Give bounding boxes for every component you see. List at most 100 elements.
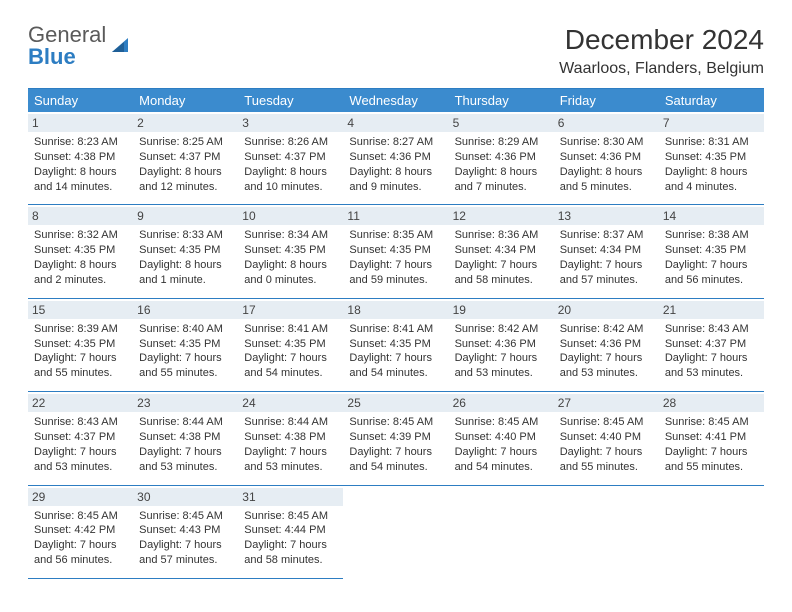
day-cell: 5Sunrise: 8:29 AMSunset: 4:36 PMDaylight… [449, 112, 554, 205]
day-header: Monday [133, 89, 238, 112]
day-number: 21 [659, 301, 764, 319]
day-number: 18 [343, 301, 448, 319]
day-number: 15 [28, 301, 133, 319]
brand-line1: General [28, 24, 106, 46]
daylight-line: Daylight: 7 hours and 54 minutes. [349, 445, 442, 475]
sunset-line: Sunset: 4:38 PM [139, 430, 232, 445]
daylight-line: Daylight: 8 hours and 0 minutes. [244, 258, 337, 288]
day-cell: 18 Sunrise: 8:41 AMSunset: 4:35 PMDayligh… [343, 299, 448, 392]
day-number: 12 [449, 207, 554, 225]
day-number: 8 [28, 207, 133, 225]
sunrise-line: Sunrise: 8:32 AM [34, 228, 127, 243]
day-number: 13 [554, 207, 659, 225]
sunset-line: Sunset: 4:35 PM [349, 337, 442, 352]
day-number: 22 [28, 394, 133, 412]
day-number: 23 [133, 394, 238, 412]
sunset-line: Sunset: 4:34 PM [455, 243, 548, 258]
daylight-line: Daylight: 7 hours and 55 minutes. [665, 445, 758, 475]
sunset-line: Sunset: 4:35 PM [349, 243, 442, 258]
sunrise-line: Sunrise: 8:42 AM [560, 322, 653, 337]
sunrise-line: Sunrise: 8:33 AM [139, 228, 232, 243]
day-cell [554, 486, 659, 579]
day-cell: 25Sunrise: 8:45 AMSunset: 4:39 PMDayligh… [343, 392, 448, 485]
day-cell: 24Sunrise: 8:44 AMSunset: 4:38 PMDayligh… [238, 392, 343, 485]
sunset-line: Sunset: 4:36 PM [455, 337, 548, 352]
sunrise-line: Sunrise: 8:45 AM [665, 415, 758, 430]
sunset-line: Sunset: 4:36 PM [455, 150, 548, 165]
sunset-line: Sunset: 4:35 PM [665, 243, 758, 258]
sunset-line: Sunset: 4:40 PM [560, 430, 653, 445]
daylight-line: Daylight: 7 hours and 53 minutes. [139, 445, 232, 475]
day-cell: 15Sunrise: 8:39 AMSunset: 4:35 PMDayligh… [28, 299, 133, 392]
sunrise-line: Sunrise: 8:37 AM [560, 228, 653, 243]
sunset-line: Sunset: 4:35 PM [139, 243, 232, 258]
sunset-line: Sunset: 4:37 PM [244, 150, 337, 165]
day-number: 4 [343, 114, 448, 132]
day-cell: 16Sunrise: 8:40 AMSunset: 4:35 PMDayligh… [133, 299, 238, 392]
sunset-line: Sunset: 4:42 PM [34, 523, 127, 538]
day-cell: 30Sunrise: 8:45 AMSunset: 4:43 PMDayligh… [133, 486, 238, 579]
day-cell [659, 486, 764, 579]
sunrise-line: Sunrise: 8:43 AM [34, 415, 127, 430]
daylight-line: Daylight: 7 hours and 54 minutes. [349, 351, 442, 381]
daylight-line: Daylight: 7 hours and 58 minutes. [455, 258, 548, 288]
daylight-line: Daylight: 7 hours and 59 minutes. [349, 258, 442, 288]
day-cell: 22Sunrise: 8:43 AMSunset: 4:37 PMDayligh… [28, 392, 133, 485]
sunrise-line: Sunrise: 8:45 AM [34, 509, 127, 524]
day-number: 10 [238, 207, 343, 225]
day-number: 16 [133, 301, 238, 319]
day-number: 27 [554, 394, 659, 412]
sunset-line: Sunset: 4:34 PM [560, 243, 653, 258]
day-number: 28 [659, 394, 764, 412]
sunset-line: Sunset: 4:38 PM [244, 430, 337, 445]
day-cell: 2Sunrise: 8:25 AMSunset: 4:37 PMDaylight… [133, 112, 238, 205]
sunrise-line: Sunrise: 8:40 AM [139, 322, 232, 337]
sunrise-line: Sunrise: 8:34 AM [244, 228, 337, 243]
day-cell: 4Sunrise: 8:27 AMSunset: 4:36 PMDaylight… [343, 112, 448, 205]
daylight-line: Daylight: 8 hours and 10 minutes. [244, 165, 337, 195]
sunset-line: Sunset: 4:35 PM [244, 243, 337, 258]
day-cell: 6Sunrise: 8:30 AMSunset: 4:36 PMDaylight… [554, 112, 659, 205]
sunrise-line: Sunrise: 8:27 AM [349, 135, 442, 150]
day-cell: 12Sunrise: 8:36 AMSunset: 4:34 PMDayligh… [449, 205, 554, 298]
brand-logo: General Blue [28, 24, 132, 68]
day-header: Friday [554, 89, 659, 112]
sunrise-line: Sunrise: 8:25 AM [139, 135, 232, 150]
sunset-line: Sunset: 4:36 PM [349, 150, 442, 165]
day-number: 30 [133, 488, 238, 506]
day-header: Wednesday [343, 89, 448, 112]
sunset-line: Sunset: 4:40 PM [455, 430, 548, 445]
sunset-line: Sunset: 4:35 PM [665, 150, 758, 165]
day-cell: 7Sunrise: 8:31 AMSunset: 4:35 PMDaylight… [659, 112, 764, 205]
sunset-line: Sunset: 4:36 PM [560, 337, 653, 352]
sunrise-line: Sunrise: 8:44 AM [244, 415, 337, 430]
sunset-line: Sunset: 4:38 PM [34, 150, 127, 165]
day-number: 3 [238, 114, 343, 132]
day-number: 11 [343, 207, 448, 225]
daylight-line: Daylight: 7 hours and 55 minutes. [34, 351, 127, 381]
day-cell: 9Sunrise: 8:33 AMSunset: 4:35 PMDaylight… [133, 205, 238, 298]
day-number: 26 [449, 394, 554, 412]
day-number: 2 [133, 114, 238, 132]
sunrise-line: Sunrise: 8:41 AM [349, 322, 442, 337]
day-header: Tuesday [238, 89, 343, 112]
sunrise-line: Sunrise: 8:45 AM [349, 415, 442, 430]
sunset-line: Sunset: 4:35 PM [34, 243, 127, 258]
sunrise-line: Sunrise: 8:45 AM [455, 415, 548, 430]
daylight-line: Daylight: 8 hours and 5 minutes. [560, 165, 653, 195]
day-cell: 31Sunrise: 8:45 AMSunset: 4:44 PMDayligh… [238, 486, 343, 579]
daylight-line: Daylight: 7 hours and 57 minutes. [139, 538, 232, 568]
sunrise-line: Sunrise: 8:43 AM [665, 322, 758, 337]
day-cell: 28Sunrise: 8:45 AMSunset: 4:41 PMDayligh… [659, 392, 764, 485]
day-cell: 14Sunrise: 8:38 AMSunset: 4:35 PMDayligh… [659, 205, 764, 298]
day-number: 25 [343, 394, 448, 412]
location-label: Waarloos, Flanders, Belgium [559, 60, 764, 78]
day-cell: 3 Sunrise: 8:26 AMSunset: 4:37 PMDaylight… [238, 112, 343, 205]
day-number: 17 [238, 301, 343, 319]
daylight-line: Daylight: 8 hours and 4 minutes. [665, 165, 758, 195]
sunset-line: Sunset: 4:35 PM [34, 337, 127, 352]
day-cell: 23Sunrise: 8:44 AMSunset: 4:38 PMDayligh… [133, 392, 238, 485]
sunrise-line: Sunrise: 8:23 AM [34, 135, 127, 150]
day-number: 29 [28, 488, 133, 506]
sunrise-line: Sunrise: 8:26 AM [244, 135, 337, 150]
